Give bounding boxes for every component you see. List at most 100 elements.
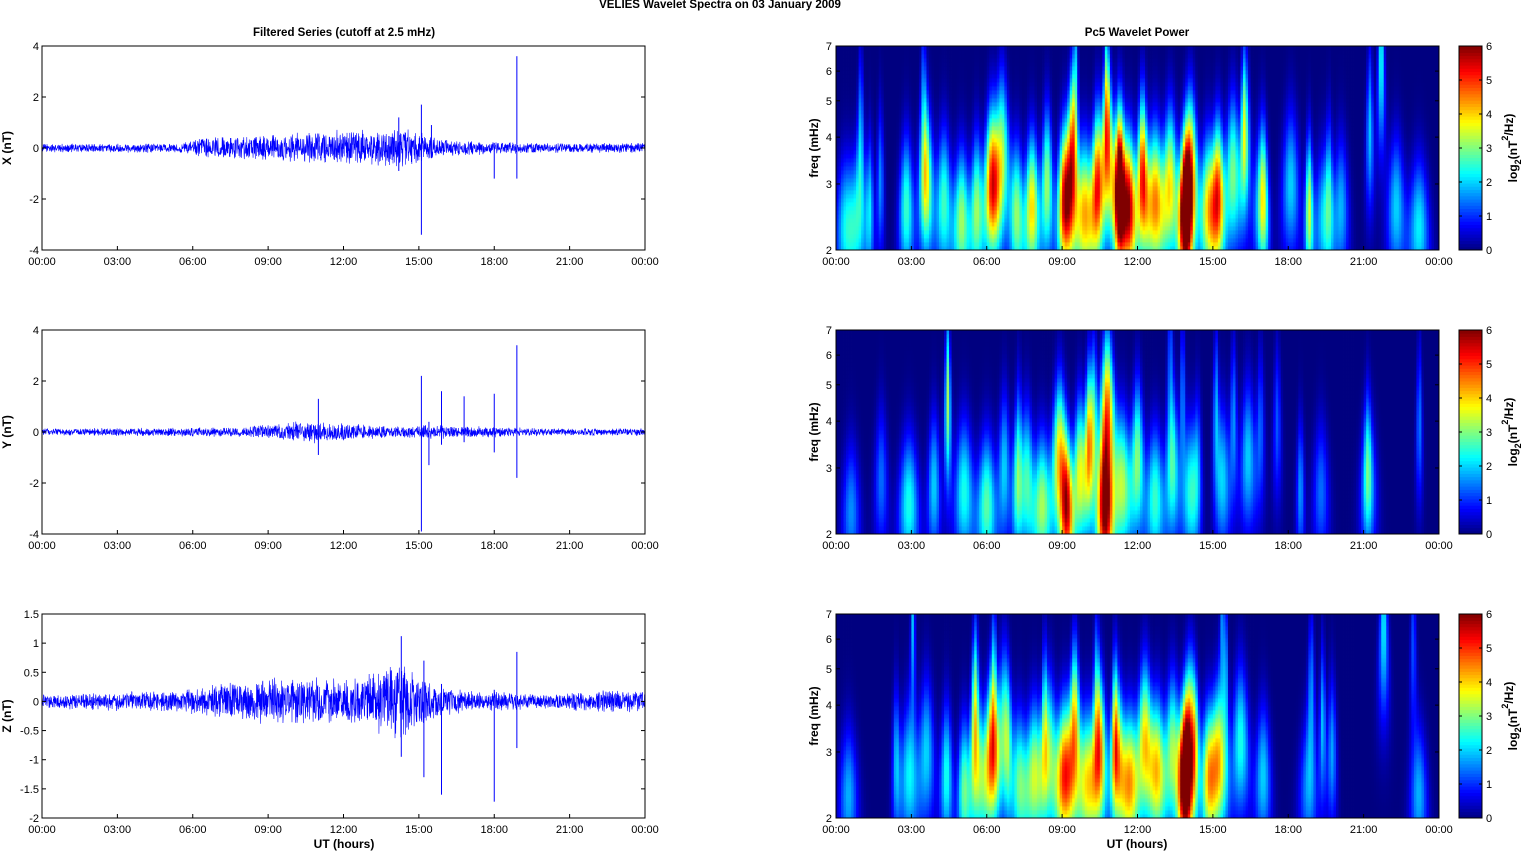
heatmap-cell xyxy=(1366,178,1370,183)
heatmap-cell xyxy=(1127,226,1131,231)
heatmap-cell xyxy=(1275,182,1279,187)
heatmap-cell xyxy=(1433,194,1437,199)
heatmap-cell xyxy=(848,242,852,247)
heatmap-cell xyxy=(1074,186,1078,191)
heatmap-cell xyxy=(1270,170,1274,175)
heatmap-cell xyxy=(1227,170,1231,175)
heatmap-cell xyxy=(1413,174,1417,179)
heatmap-cell xyxy=(1318,198,1322,203)
heatmap-cell xyxy=(928,186,932,191)
heatmap-cell xyxy=(1177,214,1181,219)
heatmap-cell xyxy=(1235,226,1239,231)
heatmap-cell xyxy=(1275,246,1279,251)
heatmap-cell xyxy=(1024,206,1028,211)
heatmap-cell xyxy=(996,174,1000,179)
heatmap-cell xyxy=(1366,230,1370,235)
heatmap-cell xyxy=(1260,186,1264,191)
heatmap-cell xyxy=(871,218,875,223)
heatmap-cell xyxy=(1170,202,1174,207)
heatmap-cell xyxy=(1009,226,1013,231)
heatmap-cell xyxy=(921,174,925,179)
heatmap-cell xyxy=(1057,226,1061,231)
heatmap-cell xyxy=(906,178,910,183)
heatmap-cell xyxy=(1006,194,1010,199)
heatmap-cell xyxy=(1328,190,1332,195)
heatmap-cell xyxy=(1243,218,1246,223)
heatmap-cell xyxy=(1079,246,1083,251)
heatmap-cell xyxy=(1406,178,1410,183)
heatmap-cell xyxy=(1152,218,1156,223)
heatmap-cell xyxy=(984,226,988,231)
heatmap-cell xyxy=(1225,234,1229,239)
heatmap-cell xyxy=(1177,222,1181,227)
heatmap-cell xyxy=(923,198,927,203)
heatmap-cell xyxy=(1288,226,1292,231)
heatmap-cell xyxy=(1109,198,1113,203)
heatmap-cell xyxy=(1187,202,1191,207)
heatmap-cell xyxy=(1074,198,1078,203)
heatmap-cell xyxy=(876,230,880,235)
heatmap-cell xyxy=(949,218,952,223)
heatmap-cell xyxy=(843,222,847,227)
heatmap-cell xyxy=(1250,210,1254,215)
heatmap-cell xyxy=(1305,218,1309,223)
heatmap-cell xyxy=(1077,210,1081,215)
heatmap-cell xyxy=(1207,210,1211,215)
heatmap-cell xyxy=(923,178,927,183)
heatmap-cell xyxy=(918,190,922,195)
heatmap-cell xyxy=(1300,190,1304,195)
heatmap-cell xyxy=(933,242,937,247)
heatmap-cell xyxy=(1433,186,1437,191)
heatmap-cell xyxy=(991,218,995,223)
heatmap-cell xyxy=(1433,226,1437,231)
heatmap-cell xyxy=(883,230,887,235)
heatmap-cell xyxy=(1378,194,1382,199)
heatmap-cell xyxy=(1308,206,1312,211)
heatmap-cell xyxy=(1295,186,1299,191)
heatmap-cell xyxy=(1235,170,1239,175)
heatmap-cell xyxy=(994,182,998,187)
heatmap-cell xyxy=(893,166,897,171)
heatmap-cell xyxy=(866,166,870,171)
heatmap-cell xyxy=(1220,218,1224,223)
heatmap-cell xyxy=(926,206,930,211)
heatmap-cell xyxy=(1069,222,1073,227)
heatmap-cell xyxy=(888,210,892,215)
heatmap-cell xyxy=(873,218,877,223)
heatmap-cell xyxy=(1011,206,1015,211)
heatmap-cell xyxy=(1042,202,1045,207)
heatmap-cell xyxy=(1192,218,1196,223)
heatmap-cell xyxy=(1273,198,1277,203)
heatmap-cell xyxy=(1217,170,1221,175)
heatmap-cell xyxy=(1391,198,1395,203)
heatmap-cell xyxy=(956,166,960,171)
heatmap-cell xyxy=(1361,194,1365,199)
heatmap-cell xyxy=(1366,198,1370,203)
heatmap-cell xyxy=(991,242,995,247)
heatmap-cell xyxy=(1001,202,1005,207)
heatmap-cell xyxy=(911,186,915,191)
heatmap-cell xyxy=(913,234,917,239)
ts-xtick-label: 06:00 xyxy=(179,540,207,552)
heatmap-cell xyxy=(1225,178,1229,183)
heatmap-cell xyxy=(1009,230,1013,235)
heatmap-cell xyxy=(1180,242,1184,247)
heatmap-cell xyxy=(1140,242,1143,247)
heatmap-cell xyxy=(1258,174,1262,179)
heatmap-cell xyxy=(1006,198,1010,203)
heatmap-cell xyxy=(1318,202,1322,207)
heatmap-cell xyxy=(1368,222,1372,227)
heatmap-cell xyxy=(1315,178,1319,183)
heatmap-cell xyxy=(841,222,844,227)
heatmap-cell xyxy=(1187,206,1191,211)
heatmap-cell xyxy=(1318,174,1322,179)
heatmap-cell xyxy=(933,174,937,179)
heatmap-cell xyxy=(1137,182,1141,187)
heatmap-cell xyxy=(1403,170,1407,175)
heatmap-cell xyxy=(1303,194,1307,199)
heatmap-cell xyxy=(1064,210,1068,215)
heatmap-cell xyxy=(1019,190,1023,195)
heatmap-cell xyxy=(1378,226,1382,231)
heatmap-cell xyxy=(1283,222,1287,227)
